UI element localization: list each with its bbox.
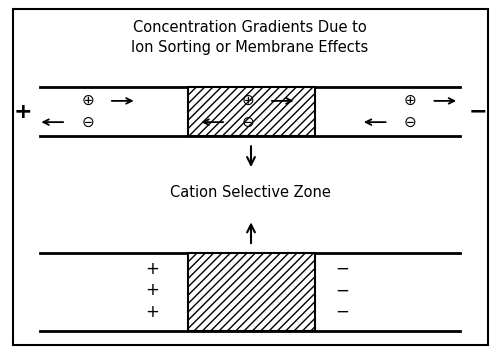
Text: +: + [146, 260, 160, 278]
Text: ⊖: ⊖ [81, 115, 94, 130]
Text: ⊖: ⊖ [241, 115, 254, 130]
Text: −: − [336, 281, 349, 299]
Bar [188, 87, 315, 136]
Text: ⊖: ⊖ [404, 115, 416, 130]
Text: +: + [146, 281, 160, 299]
Text: +: + [13, 102, 32, 121]
Text: ⊕: ⊕ [404, 93, 416, 108]
Text: +: + [146, 303, 160, 320]
Text: ⊕: ⊕ [241, 93, 254, 108]
Bar [188, 253, 315, 331]
Text: −: − [336, 260, 349, 278]
Text: ⊕: ⊕ [81, 93, 94, 108]
Text: −: − [336, 303, 349, 320]
Text: −: − [468, 102, 487, 121]
Text: Cation Selective Zone: Cation Selective Zone [170, 185, 330, 200]
Text: Concentration Gradients Due to
Ion Sorting or Membrane Effects: Concentration Gradients Due to Ion Sorti… [132, 20, 368, 55]
